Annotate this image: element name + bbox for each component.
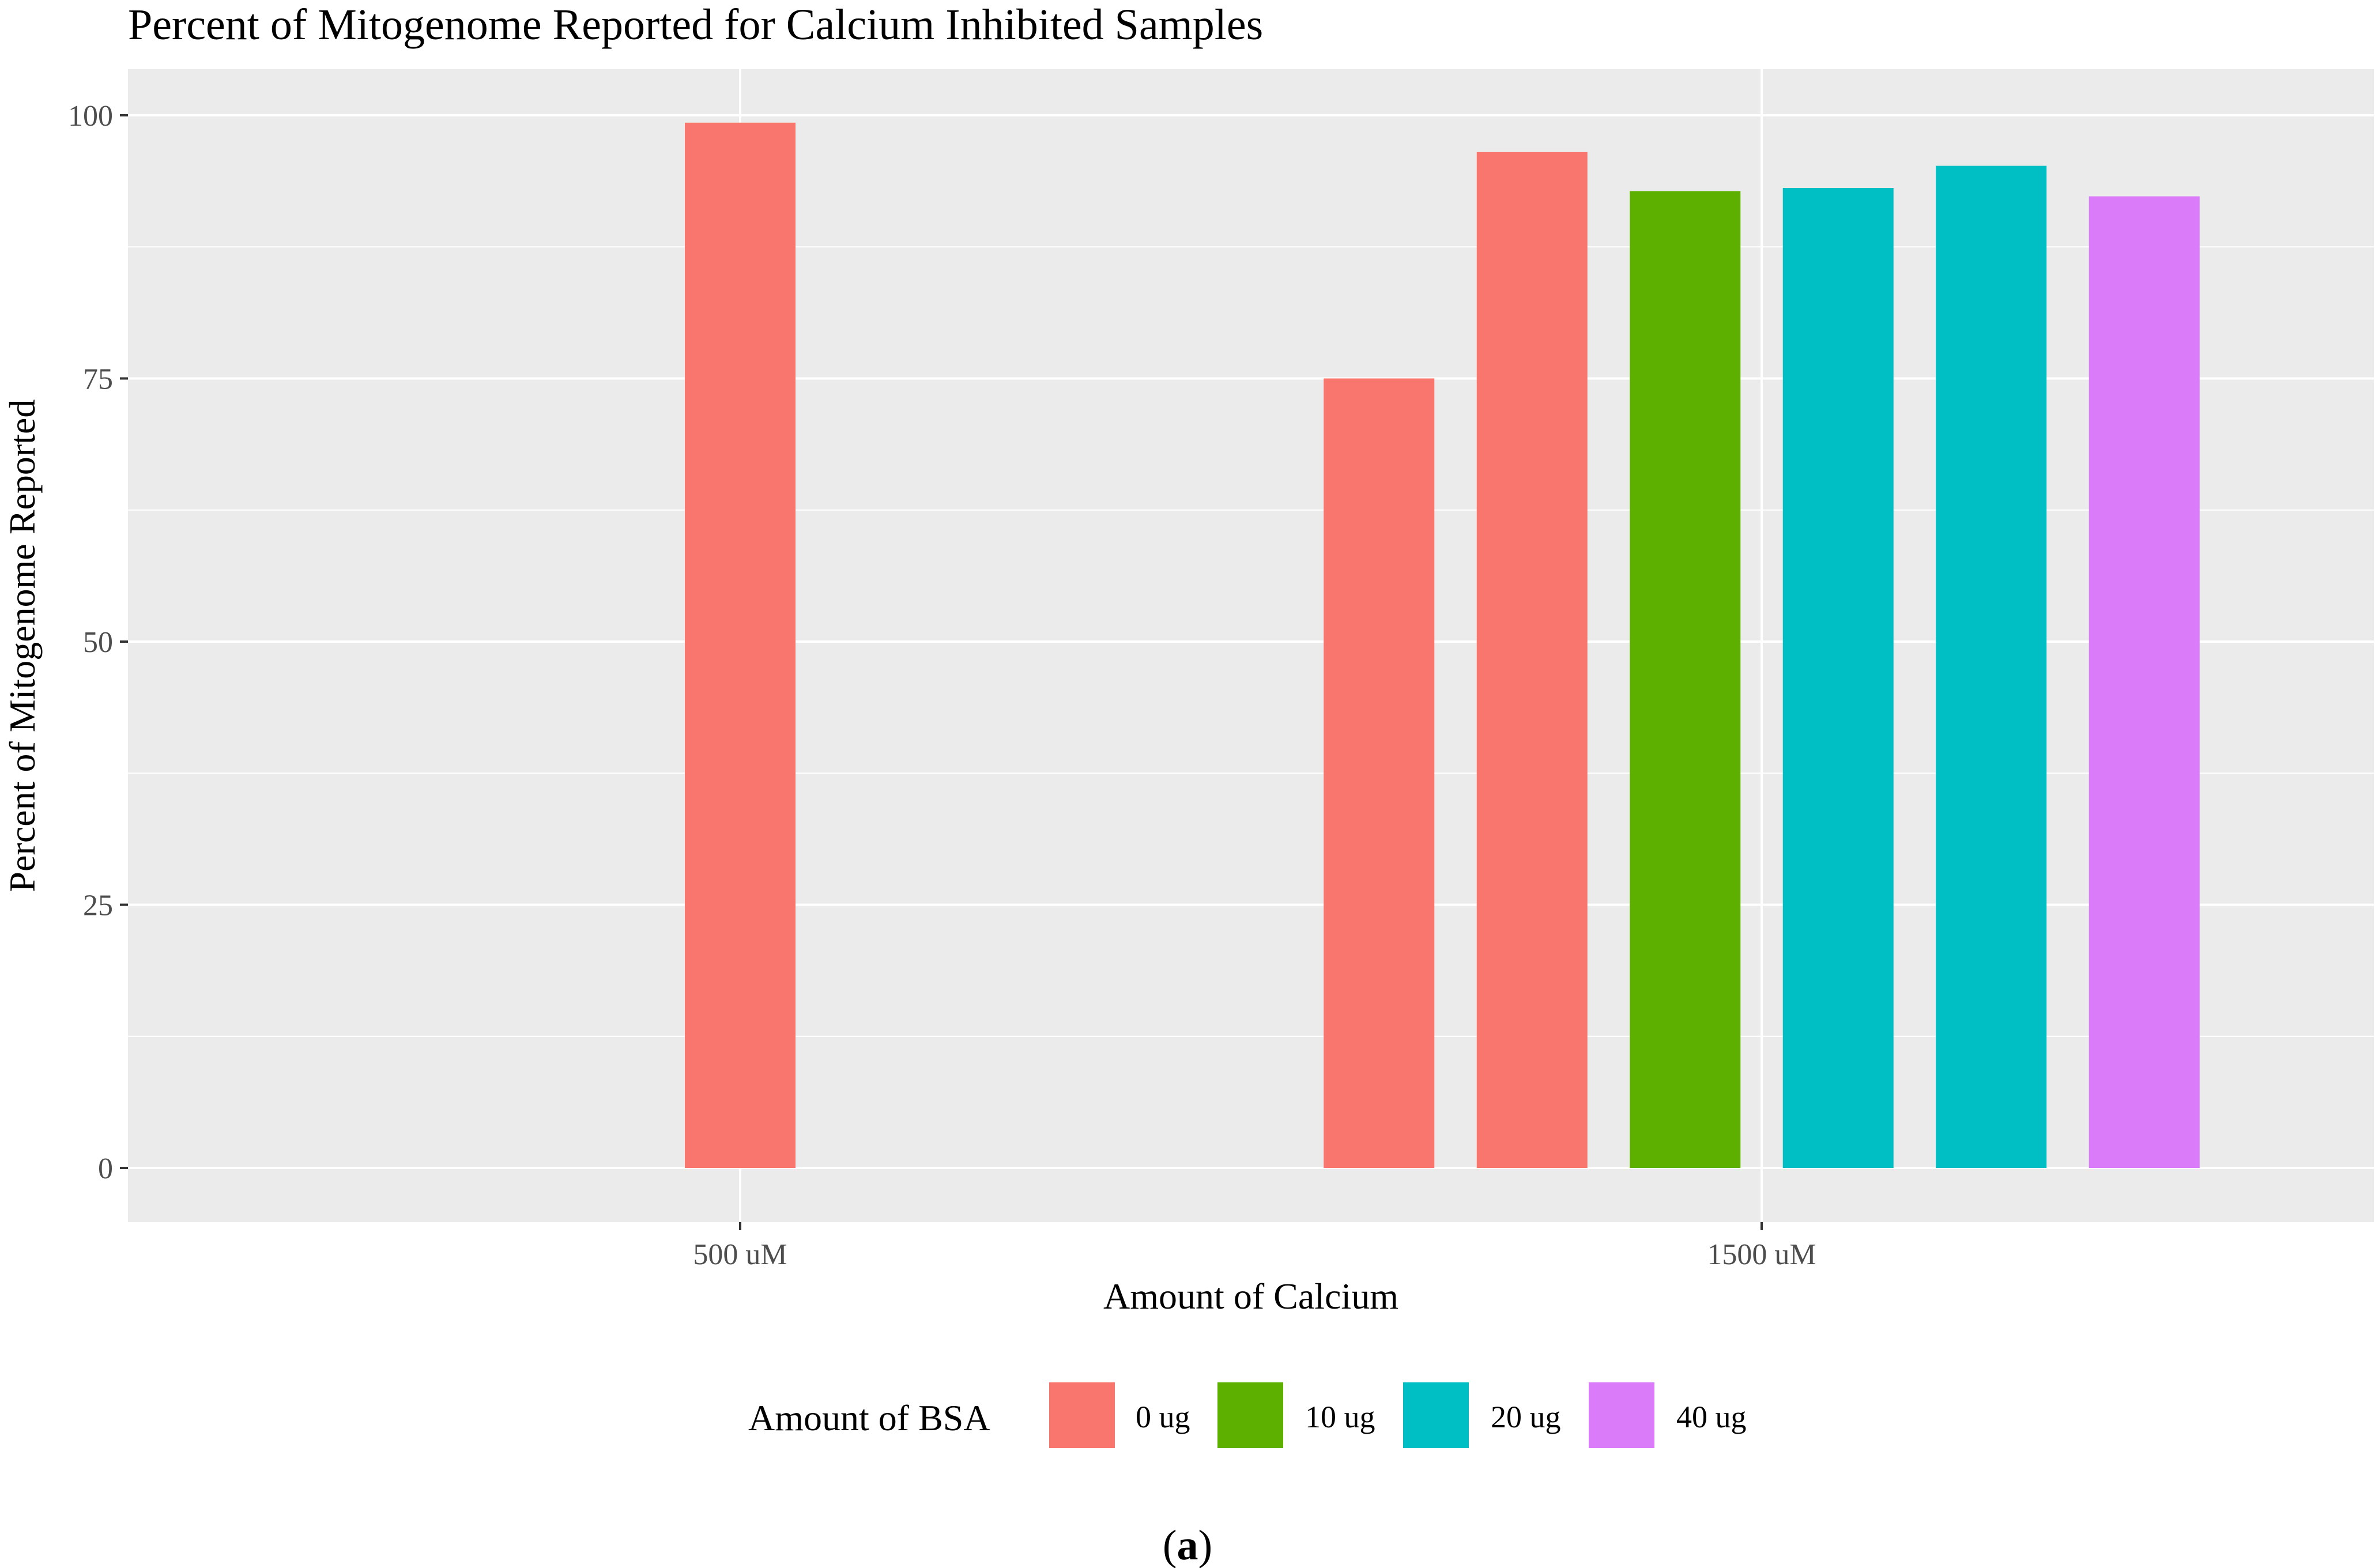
bar-1500um-20ug-4 [1782, 187, 1894, 1168]
y-tick-label: 0 [98, 1152, 113, 1185]
y-tick-label: 75 [83, 363, 113, 396]
bar-1500um-40ug-6 [2089, 196, 2200, 1168]
y-tick-label: 25 [83, 889, 113, 922]
legend-label-10ug: 10 ug [1305, 1400, 1375, 1434]
legend: Amount of BSA 0 ug 10 ug 20 ug 40 ug [748, 1382, 1747, 1448]
bar-1500um-20ug-5 [1936, 165, 2047, 1169]
legend-title: Amount of BSA [748, 1397, 990, 1438]
figure-caption: (a) [1163, 1522, 1212, 1568]
legend-label-20ug: 20 ug [1491, 1400, 1561, 1434]
bar-1500um-0ug-2 [1476, 152, 1588, 1168]
bars [685, 122, 2200, 1169]
bar-1500um-0ug-1 [1324, 378, 1435, 1168]
x-tick-label: 1500 uM [1707, 1238, 1816, 1271]
legend-key-20ug [1403, 1382, 1469, 1448]
y-tick-label: 50 [83, 626, 113, 659]
bar-1500um-10ug-3 [1630, 191, 1741, 1169]
x-axis-title: Amount of Calcium [1103, 1276, 1398, 1317]
chart-title: Percent of Mitogenome Reported for Calci… [128, 1, 1263, 49]
legend-key-0ug [1049, 1382, 1115, 1448]
legend-label-0ug: 0 ug [1136, 1400, 1190, 1434]
caption-letter: a [1177, 1522, 1198, 1568]
legend-key-10ug [1217, 1382, 1283, 1448]
y-axis-title: Percent of Mitogenome Reported [2, 399, 43, 892]
x-axis: 500 uM 1500 uM [693, 1222, 1816, 1271]
bar-500um-0ug-1 [685, 122, 796, 1169]
y-axis: 0 25 50 75 100 [68, 100, 128, 1185]
y-tick-label: 100 [68, 100, 113, 133]
x-tick-label: 500 uM [693, 1238, 787, 1271]
legend-key-40ug [1589, 1382, 1654, 1448]
legend-label-40ug: 40 ug [1676, 1400, 1747, 1434]
